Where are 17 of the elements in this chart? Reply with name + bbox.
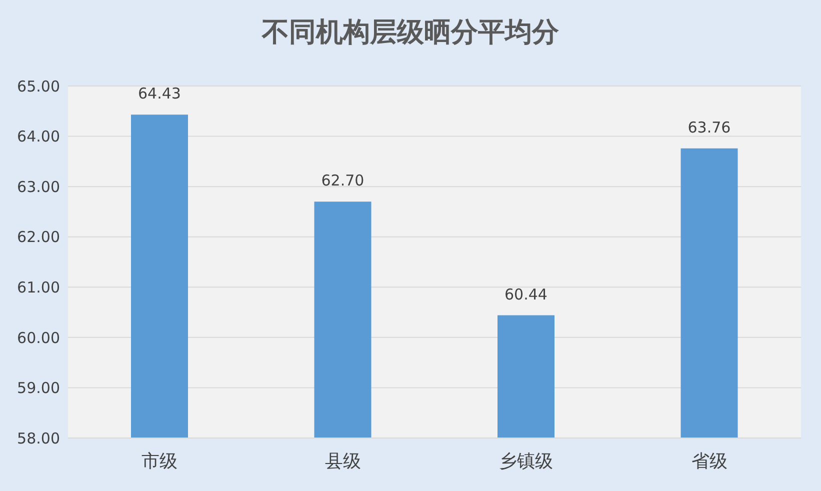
y-tick-label: 58.00 [17,429,60,448]
y-tick-label: 64.00 [17,128,60,146]
y-tick-label: 65.00 [17,77,60,96]
x-tick-label: 省级 [691,450,728,472]
y-tick-label: 61.00 [17,278,60,296]
data-label: 62.70 [321,172,364,190]
y-tick-label: 62.00 [17,228,60,246]
x-tick-label: 县级 [324,450,361,472]
y-tick-label: 60.00 [17,328,60,347]
data-label: 64.43 [138,84,181,103]
y-tick-label: 59.00 [17,379,60,398]
chart-title: 不同机构层级晒分平均分 [260,16,560,50]
data-label: 63.76 [688,118,731,136]
x-tick-label: 市级 [142,450,178,472]
data-label: 60.44 [504,285,548,304]
y-tick-label: 63.00 [17,178,60,196]
x-tick-label: 乡镇级 [499,450,554,472]
